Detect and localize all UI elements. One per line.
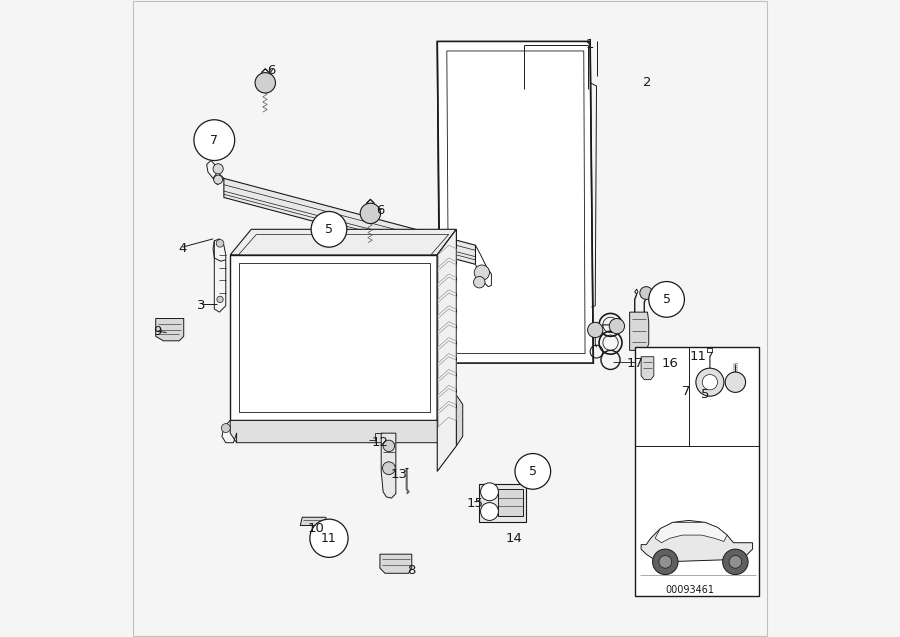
Circle shape — [725, 372, 745, 392]
Text: 5: 5 — [662, 293, 670, 306]
Text: 11: 11 — [690, 350, 707, 363]
Polygon shape — [479, 484, 526, 522]
Circle shape — [640, 287, 652, 299]
Text: 14: 14 — [505, 532, 522, 545]
Circle shape — [216, 240, 224, 247]
Circle shape — [311, 211, 346, 247]
Circle shape — [360, 203, 381, 224]
Text: 13: 13 — [391, 468, 408, 481]
Circle shape — [659, 555, 671, 568]
Circle shape — [213, 175, 222, 184]
Polygon shape — [230, 255, 437, 420]
Circle shape — [609, 318, 625, 334]
Circle shape — [310, 519, 348, 557]
Polygon shape — [156, 318, 184, 341]
Circle shape — [213, 164, 223, 174]
Text: 5: 5 — [529, 465, 536, 478]
Circle shape — [194, 120, 235, 161]
Text: 2: 2 — [644, 76, 652, 89]
Circle shape — [481, 503, 499, 520]
Polygon shape — [655, 522, 727, 543]
Polygon shape — [238, 234, 449, 255]
Polygon shape — [230, 420, 444, 443]
Text: 11: 11 — [321, 532, 337, 545]
Polygon shape — [437, 229, 456, 420]
Polygon shape — [437, 395, 463, 446]
Text: 6: 6 — [375, 204, 384, 217]
Circle shape — [652, 549, 678, 575]
Circle shape — [382, 462, 395, 475]
Text: 7: 7 — [211, 134, 219, 147]
Circle shape — [696, 368, 724, 396]
Polygon shape — [301, 517, 328, 526]
Circle shape — [588, 322, 603, 338]
Circle shape — [481, 483, 499, 501]
Polygon shape — [224, 178, 475, 264]
Bar — [634, 347, 759, 596]
Text: 17: 17 — [626, 357, 644, 369]
Text: 8: 8 — [408, 564, 416, 576]
Text: 6: 6 — [267, 64, 275, 76]
Polygon shape — [437, 229, 456, 471]
Circle shape — [221, 424, 230, 433]
Circle shape — [473, 276, 485, 288]
Text: 5: 5 — [700, 389, 709, 401]
Circle shape — [723, 549, 748, 575]
Polygon shape — [446, 51, 585, 354]
Circle shape — [383, 440, 394, 452]
Text: 10: 10 — [308, 522, 325, 535]
Text: 00093461: 00093461 — [666, 585, 715, 596]
Circle shape — [702, 375, 717, 390]
Circle shape — [729, 555, 742, 568]
Polygon shape — [230, 229, 456, 255]
Text: 12: 12 — [372, 436, 389, 449]
Polygon shape — [382, 433, 396, 498]
Polygon shape — [437, 41, 593, 363]
Polygon shape — [641, 520, 752, 562]
Circle shape — [649, 282, 684, 317]
Polygon shape — [630, 312, 649, 350]
Bar — [499, 489, 523, 516]
Text: 5: 5 — [325, 223, 333, 236]
Circle shape — [217, 296, 223, 303]
Circle shape — [474, 265, 490, 280]
Text: 7: 7 — [681, 385, 690, 398]
Text: 3: 3 — [197, 299, 206, 312]
Text: 1: 1 — [586, 38, 594, 51]
Polygon shape — [380, 554, 412, 573]
Polygon shape — [238, 263, 429, 412]
Circle shape — [515, 454, 551, 489]
Text: 15: 15 — [467, 497, 484, 510]
Text: 9: 9 — [153, 325, 161, 338]
Text: 16: 16 — [662, 357, 679, 369]
Text: 4: 4 — [178, 242, 186, 255]
Circle shape — [255, 73, 275, 93]
Polygon shape — [641, 357, 653, 380]
